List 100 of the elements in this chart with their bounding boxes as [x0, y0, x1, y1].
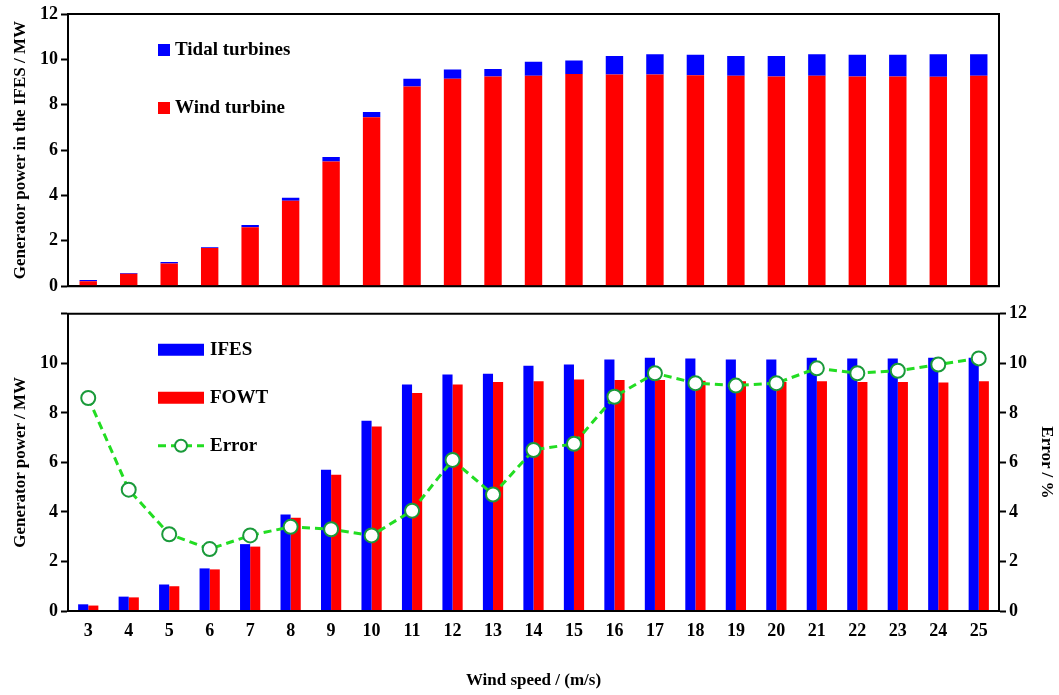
bar: [695, 380, 706, 611]
bar: [605, 74, 624, 286]
y-tick-label: 10: [40, 48, 58, 69]
bar: [767, 76, 786, 286]
bar: [403, 86, 421, 286]
bar: [776, 381, 787, 611]
bar: [686, 54, 705, 76]
x-tick-label: 5: [164, 620, 174, 641]
bar: [322, 161, 340, 286]
x-tick-label: 7: [245, 620, 255, 641]
y-tick-label: 4: [49, 500, 58, 521]
bar: [443, 78, 462, 286]
bar: [573, 379, 585, 611]
bar: [120, 273, 138, 286]
bar: [169, 586, 180, 611]
y2-tick-label: 10: [1009, 351, 1027, 372]
y2-tick-label: 8: [1009, 401, 1018, 422]
x-tick-label: 13: [484, 620, 503, 641]
bar: [929, 54, 947, 77]
bar: [493, 381, 504, 611]
bar: [533, 381, 544, 611]
bar: [209, 569, 220, 611]
bar: [118, 596, 129, 611]
legend-label: Tidal turbines: [175, 37, 291, 59]
bar: [331, 474, 342, 611]
bar: [897, 381, 908, 611]
y2-tick-label: 12: [1009, 302, 1027, 323]
bar: [482, 373, 494, 611]
bar: [320, 469, 332, 611]
y-tick-label: 2: [49, 229, 58, 250]
bar: [484, 68, 502, 77]
bar: [938, 382, 949, 611]
y-tick-label: 2: [49, 550, 58, 571]
y2-tick-label: 4: [1009, 500, 1018, 521]
x-tick-label: 12: [443, 620, 462, 641]
bar: [524, 75, 543, 286]
y-tick-label: 0: [49, 599, 58, 620]
y-tick-label: 6: [49, 138, 58, 159]
y-tick-label: 8: [49, 93, 58, 114]
bar: [565, 74, 583, 286]
x-tick-label: 16: [605, 620, 624, 641]
bar: [928, 357, 939, 611]
bar: [443, 69, 462, 79]
bar: [159, 584, 170, 611]
y2-tick-label: 6: [1009, 451, 1018, 472]
bar: [644, 357, 655, 611]
bar: [452, 384, 463, 611]
x-tick-label: 6: [205, 620, 215, 641]
x-tick-label: 18: [686, 620, 705, 641]
bar: [654, 379, 666, 611]
x-tick-label: 11: [403, 620, 421, 641]
y-tick-label: 4: [49, 184, 58, 205]
x-tick-label: 10: [362, 620, 381, 641]
legend-label: FOWT: [210, 385, 269, 407]
bar: [808, 54, 826, 76]
bar: [523, 365, 534, 611]
bar: [362, 111, 381, 118]
bar: [281, 200, 300, 286]
x-tick-label: 24: [929, 620, 948, 641]
bar: [614, 379, 625, 611]
bar: [808, 75, 826, 286]
bar: [646, 54, 664, 75]
bar: [160, 263, 178, 286]
bar: [766, 359, 777, 611]
bar: [970, 54, 988, 76]
bar: [524, 61, 543, 76]
x-tick-label: 14: [524, 620, 543, 641]
bar: [685, 358, 696, 611]
bar: [968, 357, 979, 611]
bar: [889, 54, 907, 77]
bar: [848, 54, 867, 77]
bar: [412, 393, 423, 611]
bar: [361, 420, 372, 611]
bar: [241, 227, 259, 286]
x-tick-label: 9: [326, 620, 336, 641]
bar: [401, 384, 413, 611]
x-tick-label: 4: [124, 620, 134, 641]
bar: [727, 75, 745, 286]
bar: [362, 117, 381, 286]
bar: [816, 381, 827, 611]
bar: [929, 76, 947, 286]
y-axis-title: Generator power / MW: [9, 377, 29, 548]
y2-axis-title: Error / %: [1038, 426, 1058, 499]
bar: [322, 156, 340, 162]
bar: [442, 374, 453, 611]
legend-label: Error: [210, 433, 258, 455]
bar: [371, 426, 382, 611]
x-tick-label: 22: [848, 620, 867, 641]
x-tick-label: 23: [888, 620, 907, 641]
bar: [200, 248, 219, 286]
y2-tick-label: 2: [1009, 550, 1018, 571]
x-axis-title: Wind speed / (m/s): [465, 670, 602, 690]
legend-label: IFES: [210, 337, 253, 359]
bar: [767, 55, 786, 77]
bar: [403, 78, 421, 87]
bar: [727, 55, 745, 76]
bar: [646, 74, 664, 286]
y-tick-label: 0: [49, 274, 58, 295]
y-tick-label: 12: [40, 2, 58, 23]
bar: [806, 357, 817, 611]
